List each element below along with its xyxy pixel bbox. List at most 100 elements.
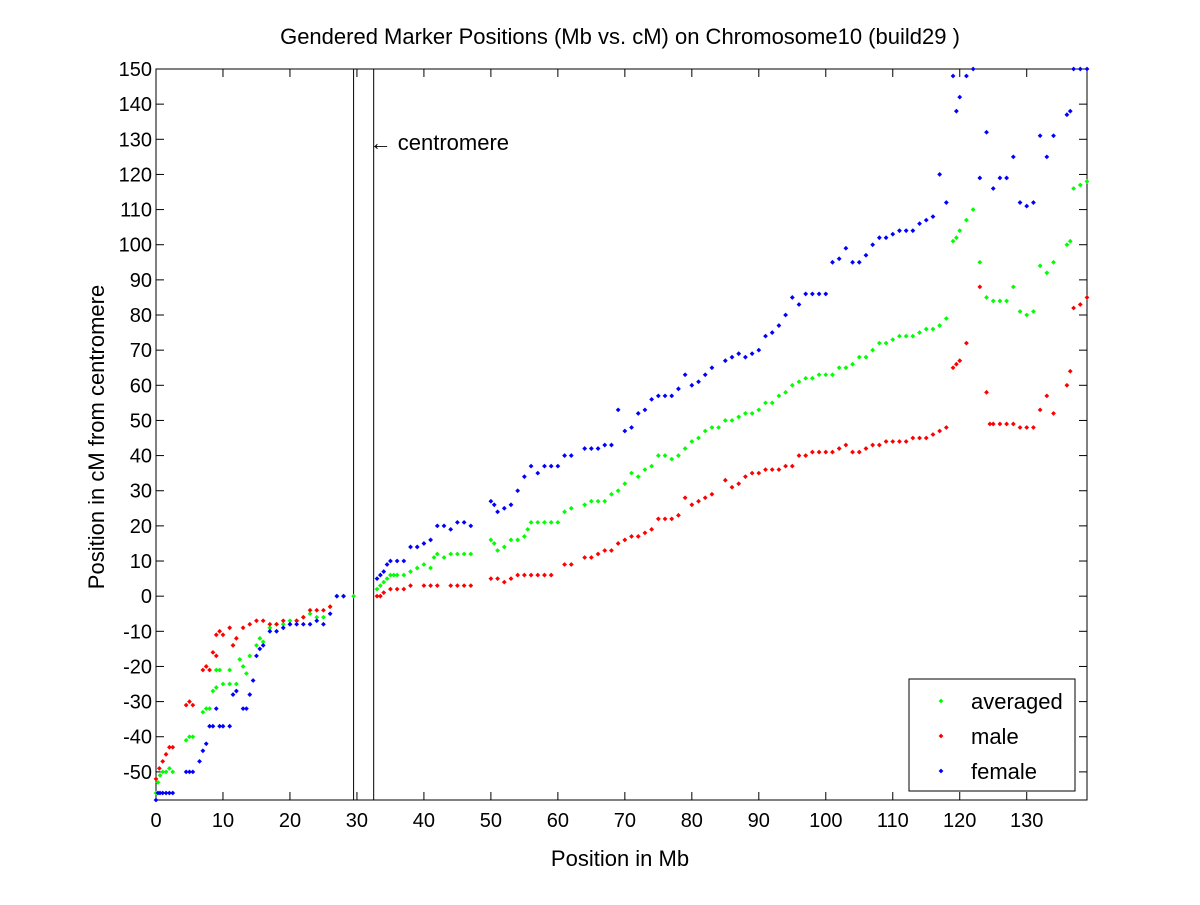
data-point-female [1067,108,1073,114]
data-point-averaged [157,772,163,778]
legend-marker-male [938,733,944,739]
data-point-male [217,628,223,634]
y-tick-label: 130 [119,129,152,151]
data-point-male [170,744,176,750]
data-point-averaged [930,326,936,332]
y-tick-label: -40 [123,727,152,749]
data-point-male [461,583,467,589]
data-point-female [455,519,460,525]
x-tick-label: 60 [547,810,569,832]
data-point-male [890,439,896,444]
data-point-female [957,94,963,100]
data-point-male [1004,421,1010,427]
data-point-female [676,386,681,392]
data-point-averaged [1004,298,1010,304]
data-point-female [428,537,434,543]
legend-label-averaged: averaged [971,689,1063,714]
data-point-female [314,618,320,624]
data-point-averaged [190,734,196,740]
data-point-female [341,593,346,599]
data-point-averaged [1051,259,1056,265]
data-point-male [863,446,869,451]
data-point-female [294,621,300,627]
y-tick-label: 70 [130,340,152,362]
data-point-female [157,790,163,796]
data-point-averaged [200,709,206,715]
data-point-averaged [635,474,641,480]
data-point-male [588,555,594,560]
data-point-male [743,474,748,480]
y-tick-label: -30 [123,692,152,714]
series-male [153,284,1090,782]
legend-label-male: male [971,724,1019,749]
data-point-male [233,635,239,641]
data-point-averaged [977,259,983,265]
data-point-male [515,572,521,578]
data-point-male [763,467,768,473]
data-point-averaged [1064,242,1070,248]
data-point-female [170,790,176,796]
data-point-male [274,621,279,627]
data-point-female [649,396,655,402]
data-point-male [582,555,588,560]
data-point-male [615,541,621,546]
data-point-male [649,526,655,532]
data-point-male [843,442,849,448]
data-point-male [609,548,614,553]
data-point-averaged [1024,312,1030,318]
data-point-female [743,354,748,360]
data-point-averaged [1010,284,1016,290]
data-point-female [163,790,169,796]
data-point-averaged [856,354,862,360]
x-axis-label: Position in Mb [551,846,689,871]
data-point-averaged [257,635,263,641]
data-point-male [953,361,959,367]
data-point-averaged [970,207,976,212]
data-point-averaged [655,453,661,458]
data-point-male [1031,425,1036,430]
data-point-male [213,632,219,638]
data-point-averaged [602,498,608,504]
axis-ticks: 0 10 20 30 40 50 60 70 80 90 100 110 120 130150140130… [119,59,1087,832]
data-point-male [749,470,755,476]
data-point-female [210,723,216,729]
data-point-averaged [508,537,514,543]
data-point-female [394,558,400,564]
y-tick-label: 0 [141,586,152,608]
data-point-female [321,621,326,627]
data-point-female [1044,154,1050,160]
data-point-male [321,607,326,613]
data-point-female [187,769,192,775]
data-point-averaged [984,295,989,300]
data-point-female [153,797,159,803]
data-point-male [997,421,1003,427]
data-point-averaged [843,365,849,371]
y-tick-label: -50 [123,762,152,784]
y-axis-label: Position in cM from centromere [84,285,109,589]
data-point-averaged [321,614,326,620]
data-point-averaged [183,737,189,743]
data-point-female [197,758,202,764]
data-point-averaged [220,681,226,687]
data-point-male [642,530,648,536]
data-point-female [1017,200,1023,205]
data-point-male [923,435,929,441]
data-point-female [1051,133,1056,139]
x-tick-label: 90 [748,810,770,832]
data-point-male [937,428,943,434]
data-point-male [535,572,541,578]
data-point-female [1024,203,1030,209]
data-point-female [729,354,735,360]
data-point-averaged [237,657,243,662]
data-point-averaged [736,414,742,420]
data-point-male [917,435,922,441]
data-point-male [260,618,266,624]
data-point-female [247,692,253,697]
data-point-female [850,259,855,265]
x-tick-label: 70 [614,810,636,832]
data-point-averaged [491,541,497,546]
data-point-male [789,463,795,469]
data-point-female [609,442,614,448]
data-point-averaged [897,333,902,339]
data-point-averaged [1031,309,1036,314]
